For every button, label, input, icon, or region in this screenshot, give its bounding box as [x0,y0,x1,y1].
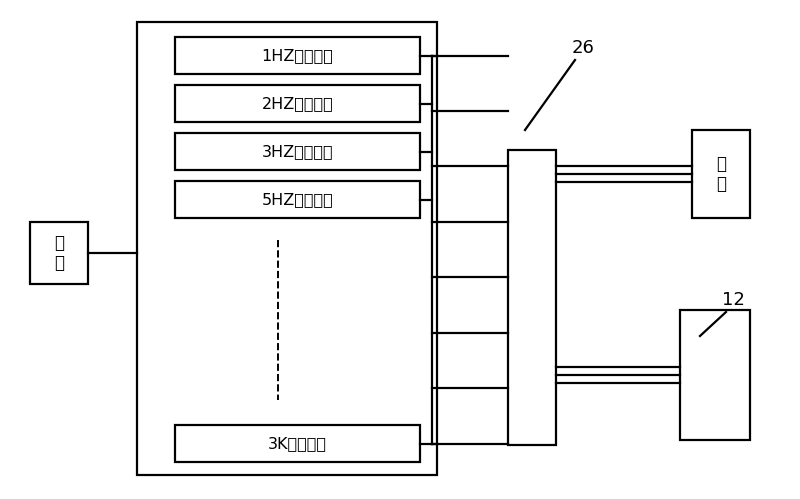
Bar [175,85,420,122]
Text: 输
入: 输 入 [716,155,726,194]
Bar [175,37,420,74]
Bar [692,130,750,218]
Text: 1HZ频率通道: 1HZ频率通道 [262,48,334,63]
Text: 2HZ频率通道: 2HZ频率通道 [262,96,334,111]
Bar [175,425,420,462]
Bar [175,181,420,218]
Text: 3HZ频率通道: 3HZ频率通道 [262,144,334,159]
Bar [137,22,437,475]
Text: 26: 26 [571,39,594,57]
Text: 12: 12 [722,291,745,309]
Bar [508,150,556,445]
Text: 输
出: 输 出 [54,234,64,272]
Bar [175,133,420,170]
Bar [30,222,88,284]
Bar [680,310,750,440]
Text: 5HZ频率通道: 5HZ频率通道 [262,192,334,207]
Text: 3K频率通道: 3K频率通道 [268,436,327,451]
